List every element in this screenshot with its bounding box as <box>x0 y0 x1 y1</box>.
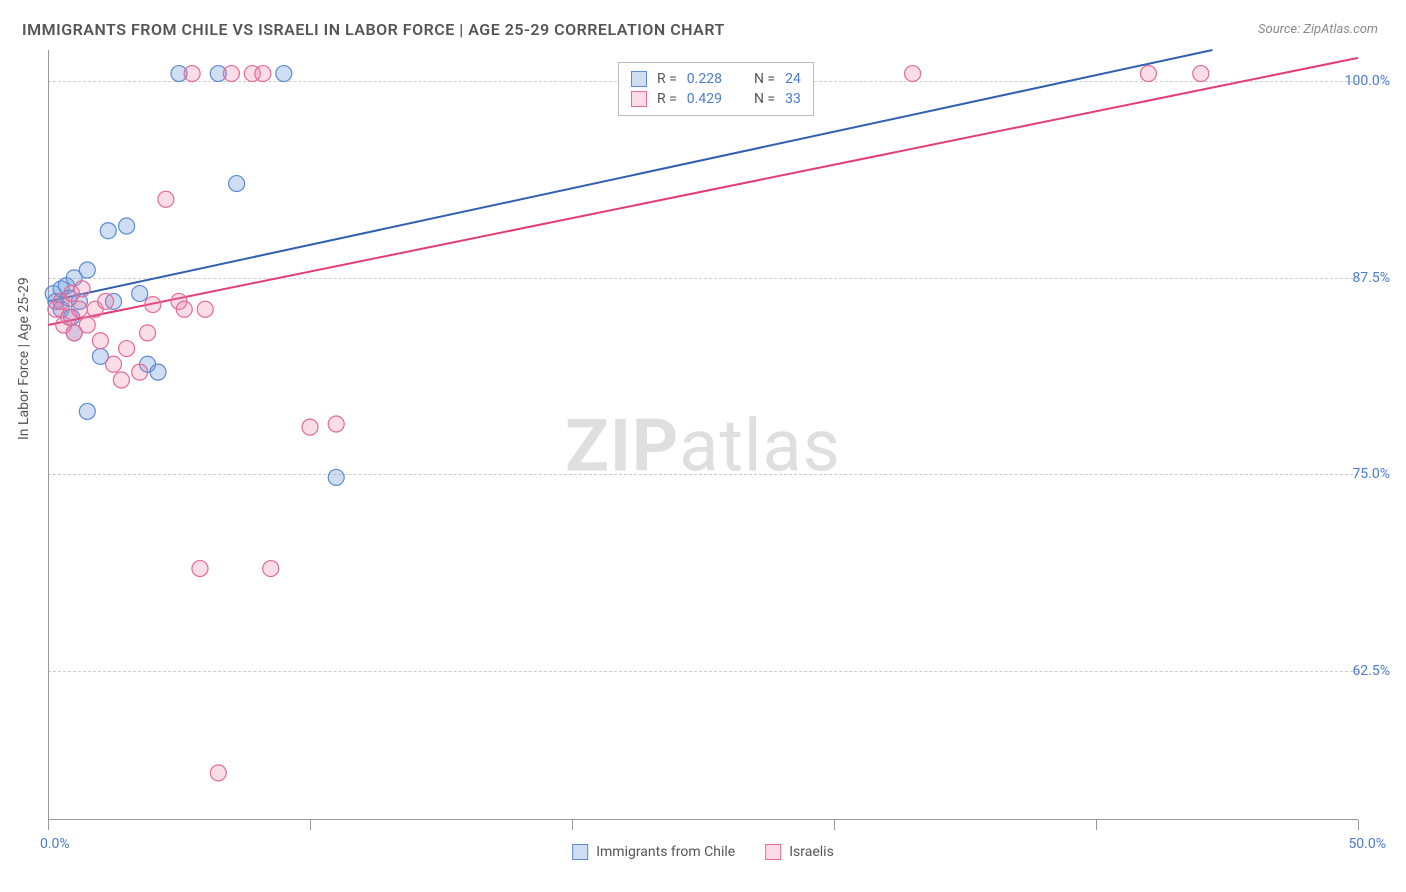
scatter-point <box>132 286 148 302</box>
scatter-point <box>92 333 108 349</box>
scatter-point <box>106 356 122 372</box>
x-tick <box>834 820 835 830</box>
scatter-point <box>113 372 129 388</box>
r-value: 0.228 <box>687 71 722 87</box>
n-value: 33 <box>785 91 801 107</box>
n-label: N = <box>754 71 775 87</box>
chart-title: IMMIGRANTS FROM CHILE VS ISRAELI IN LABO… <box>22 20 725 39</box>
scatter-point <box>132 364 148 380</box>
scatter-point <box>223 66 239 82</box>
legend-label-israelis: Israelis <box>789 844 834 860</box>
r-value: 0.429 <box>687 91 722 107</box>
scatter-point <box>150 364 166 380</box>
source-attribution: Source: ZipAtlas.com <box>1258 22 1378 37</box>
scatter-point <box>192 561 208 577</box>
swatch-icon <box>631 71 647 87</box>
x-tick <box>572 820 573 830</box>
legend-item-chile: Immigrants from Chile <box>572 844 735 860</box>
correlation-chart: IMMIGRANTS FROM CHILE VS ISRAELI IN LABO… <box>0 0 1406 892</box>
scatter-point <box>140 325 156 341</box>
swatch-israelis <box>765 844 781 860</box>
n-value: 24 <box>785 71 801 87</box>
scatter-point <box>302 419 318 435</box>
scatter-point <box>79 262 95 278</box>
y-tick-label: 87.5% <box>1352 270 1390 286</box>
scatter-point <box>145 297 161 313</box>
scatter-point <box>210 765 226 781</box>
scatter-point <box>328 416 344 432</box>
scatter-point <box>79 317 95 333</box>
scatter-point <box>100 223 116 239</box>
x-tick <box>48 820 49 830</box>
x-tick <box>1358 820 1359 830</box>
scatter-point <box>74 281 90 297</box>
scatter-point <box>184 66 200 82</box>
r-label: R = <box>657 91 677 107</box>
scatter-point <box>276 66 292 82</box>
x-tick <box>1096 820 1097 830</box>
series-legend: Immigrants from Chile Israelis <box>572 844 834 860</box>
swatch-icon <box>631 91 647 107</box>
x-tick <box>310 820 311 830</box>
legend-item-israelis: Israelis <box>765 844 834 860</box>
y-tick-label: 62.5% <box>1352 663 1390 679</box>
scatter-point <box>229 176 245 192</box>
scatter-point <box>119 218 135 234</box>
scatter-point <box>1193 66 1209 82</box>
scatter-point <box>255 66 271 82</box>
legend-box-row: R = 0.228 N = 24 <box>631 69 801 89</box>
scatter-point <box>71 301 87 317</box>
correlation-legend-box: R = 0.228 N = 24 R = 0.429 N = 33 <box>618 62 814 116</box>
scatter-point <box>98 293 114 309</box>
scatter-point <box>263 561 279 577</box>
y-axis-label: In Labor Force | Age 25-29 <box>16 277 32 440</box>
scatter-point <box>158 191 174 207</box>
legend-label-chile: Immigrants from Chile <box>596 844 735 860</box>
legend-box-row: R = 0.429 N = 33 <box>631 89 801 109</box>
x-tick-label-max: 50.0% <box>1348 836 1386 852</box>
n-label: N = <box>754 91 775 107</box>
scatter-point <box>1140 66 1156 82</box>
y-tick-label: 75.0% <box>1352 466 1390 482</box>
scatter-point <box>79 403 95 419</box>
x-tick-label-min: 0.0% <box>40 836 70 852</box>
scatter-point <box>905 66 921 82</box>
r-label: R = <box>657 71 677 87</box>
plot-svg <box>48 50 1358 820</box>
scatter-point <box>197 301 213 317</box>
scatter-point <box>176 301 192 317</box>
scatter-point <box>119 341 135 357</box>
scatter-point <box>328 469 344 485</box>
swatch-chile <box>572 844 588 860</box>
